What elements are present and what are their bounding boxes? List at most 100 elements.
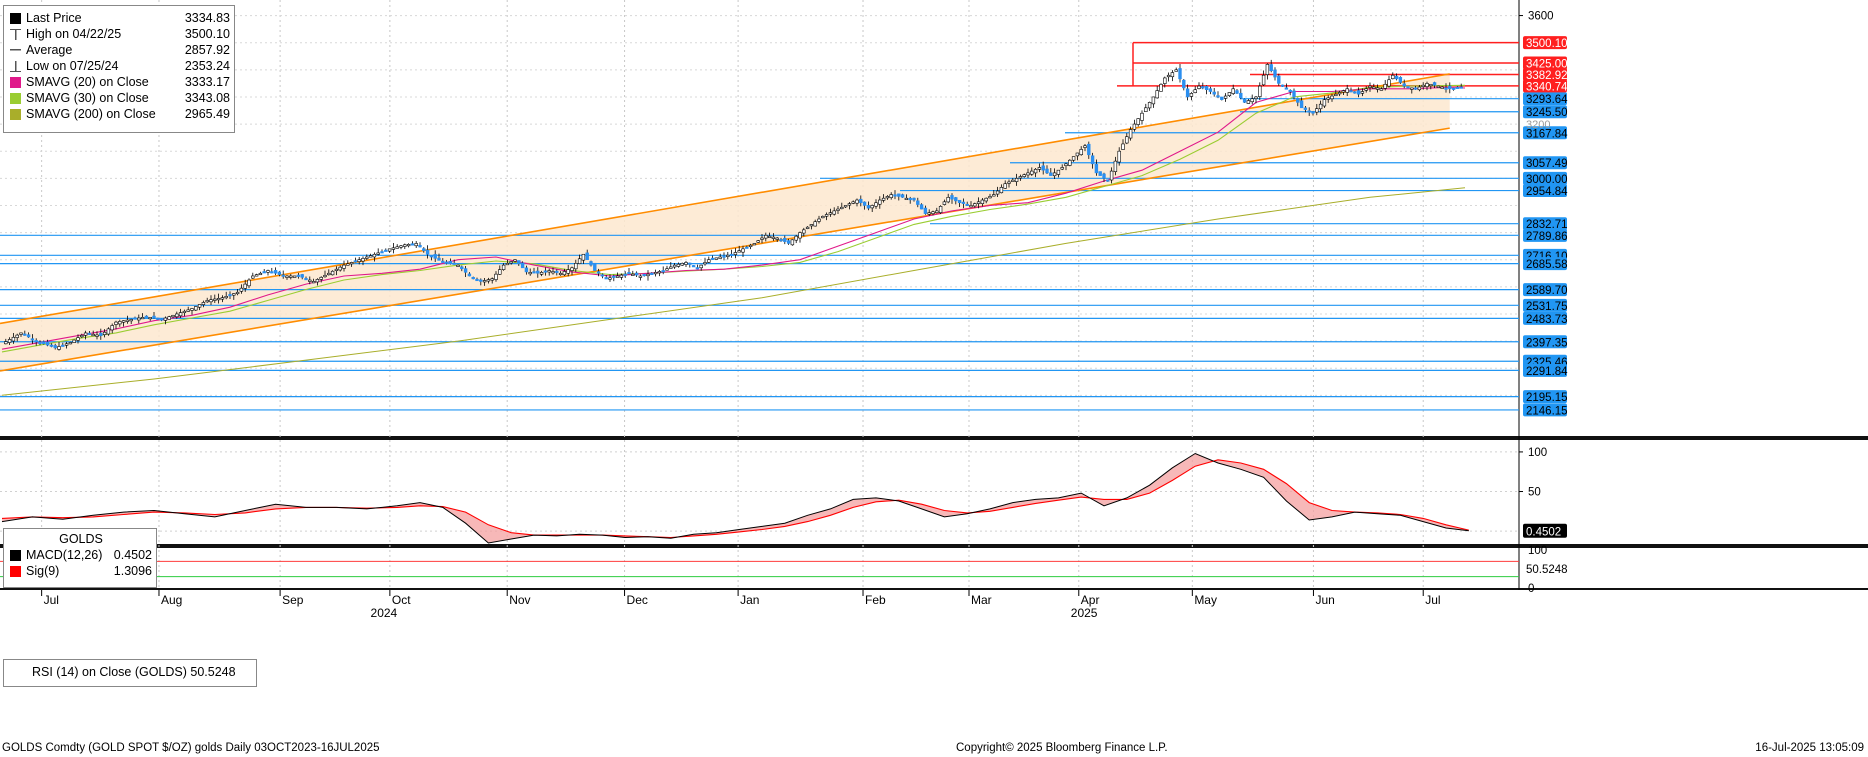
candle-body xyxy=(49,344,54,347)
candle-body xyxy=(1022,174,1026,177)
candle-body xyxy=(714,257,719,260)
candle-body xyxy=(543,270,548,273)
tee-icon xyxy=(10,28,21,40)
candle-body xyxy=(175,313,179,318)
candle-body xyxy=(1060,167,1064,170)
candle-body xyxy=(669,266,673,269)
candle-body xyxy=(387,248,392,252)
support-label: 2195.15 xyxy=(1526,392,1568,404)
candle-body xyxy=(467,273,472,277)
candle-body xyxy=(1223,95,1228,99)
candle-body xyxy=(775,237,779,240)
candle-body xyxy=(718,256,722,259)
candle-body xyxy=(319,277,323,280)
candle-body xyxy=(102,331,107,335)
candle-body xyxy=(365,256,369,259)
support-label-box xyxy=(1523,257,1567,271)
candle-body xyxy=(1356,90,1361,95)
channel-upper xyxy=(0,73,1450,325)
candle-body xyxy=(197,304,202,308)
candle-body xyxy=(414,243,418,247)
candle-body xyxy=(121,320,126,323)
price-legend: Last Price 3334.83 High on 04/22/25 3500.1… xyxy=(3,5,235,133)
candle-body xyxy=(927,212,931,215)
candle-body xyxy=(26,334,31,338)
candle-body xyxy=(1083,145,1087,148)
last-price-swatch xyxy=(10,12,21,24)
candle-body xyxy=(315,279,320,283)
candle-body xyxy=(72,339,76,343)
candle-body xyxy=(840,206,844,210)
candle-body xyxy=(946,197,950,203)
candle-body xyxy=(311,281,316,284)
candle-body xyxy=(448,261,453,265)
candle-body xyxy=(1254,96,1258,99)
candle-body xyxy=(1334,93,1338,97)
footer-security: GOLDS Comdty (GOLD SPOT $/OZ) golds Dail… xyxy=(2,742,380,754)
candle-body xyxy=(783,237,787,242)
candle-body xyxy=(604,277,608,280)
candle-body xyxy=(1041,165,1045,171)
support-label-box xyxy=(1523,363,1567,377)
candle-body xyxy=(376,252,380,255)
candle-body xyxy=(650,272,654,275)
candle-body xyxy=(137,317,141,321)
support-label-box xyxy=(1523,92,1567,106)
candle-body xyxy=(1280,84,1285,87)
candle-body xyxy=(1349,90,1353,93)
candle-body xyxy=(973,203,977,207)
candle-body xyxy=(824,214,829,217)
candle-body xyxy=(133,317,137,320)
candle-body xyxy=(1311,111,1315,114)
candle-body xyxy=(1220,96,1224,100)
candle-body xyxy=(957,199,962,204)
candle-body xyxy=(1159,83,1163,92)
candle-body xyxy=(285,275,289,278)
support-label-box xyxy=(1523,184,1567,198)
candle-body xyxy=(1178,68,1182,80)
candle-body xyxy=(190,308,194,311)
candle-body xyxy=(216,298,221,301)
candle-body xyxy=(897,193,901,197)
support-label-box xyxy=(1523,217,1567,231)
candle-body xyxy=(1375,87,1380,90)
candle-body xyxy=(395,246,399,249)
candle-body xyxy=(486,279,491,282)
candle-body xyxy=(710,257,715,260)
candle-body xyxy=(1360,91,1365,94)
legend-value: 1.3096 xyxy=(113,564,152,578)
candle-body xyxy=(653,272,658,275)
candle-body xyxy=(266,270,270,273)
candle-body xyxy=(494,273,498,280)
candle-body xyxy=(1208,88,1213,92)
support-label: 3167.84 xyxy=(1526,128,1568,140)
candle-body xyxy=(1049,172,1053,176)
legend-row: SMAVG (20) on Close 3333.17 xyxy=(10,74,230,90)
candle-body xyxy=(733,252,738,255)
candle-body xyxy=(1068,159,1072,166)
candle-body xyxy=(463,268,468,273)
candle-body xyxy=(1341,90,1346,93)
support-label-box xyxy=(1523,335,1567,349)
candle-body xyxy=(885,196,890,199)
candle-body xyxy=(593,262,597,271)
candle-body xyxy=(862,201,867,206)
macd-panel: 100 50 0.4502 xyxy=(0,447,1567,544)
candle-body xyxy=(722,255,726,258)
candle-body xyxy=(1379,88,1384,91)
candle-body xyxy=(771,236,776,239)
candle-body xyxy=(1326,97,1330,100)
candle-body xyxy=(954,197,958,202)
candle-body xyxy=(1273,69,1277,78)
candle-body xyxy=(1079,149,1083,156)
candle-body xyxy=(691,265,696,268)
candle-body xyxy=(855,199,859,204)
candle-body xyxy=(1094,163,1099,174)
candle-body xyxy=(1197,85,1201,89)
candle-body xyxy=(239,287,244,292)
candle-body xyxy=(821,215,825,219)
candle-body xyxy=(589,261,593,266)
candle-body xyxy=(425,249,430,255)
candle-body xyxy=(999,187,1004,194)
